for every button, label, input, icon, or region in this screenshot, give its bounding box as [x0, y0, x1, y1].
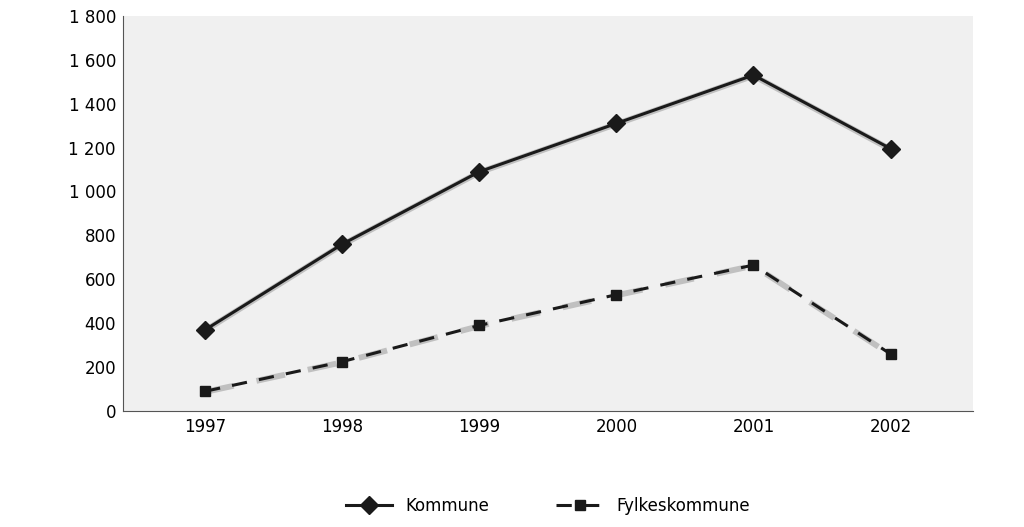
Legend: Kommune, Fylkeskommune: Kommune, Fylkeskommune — [339, 491, 757, 522]
Fylkeskommune — [885, 351, 897, 357]
Fylkeskommune — [199, 388, 211, 394]
Fylkeskommune — [610, 291, 623, 298]
Line: Kommune: Kommune — [199, 69, 897, 336]
Fylkeskommune — [473, 322, 485, 329]
Kommune — [748, 72, 760, 79]
Fylkeskommune — [336, 358, 348, 365]
Kommune — [199, 327, 211, 333]
Kommune — [885, 145, 897, 152]
Kommune — [336, 241, 348, 247]
Fylkeskommune — [748, 262, 760, 268]
Line: Fylkeskommune: Fylkeskommune — [201, 260, 895, 396]
Kommune — [473, 169, 485, 175]
Kommune — [610, 120, 623, 126]
